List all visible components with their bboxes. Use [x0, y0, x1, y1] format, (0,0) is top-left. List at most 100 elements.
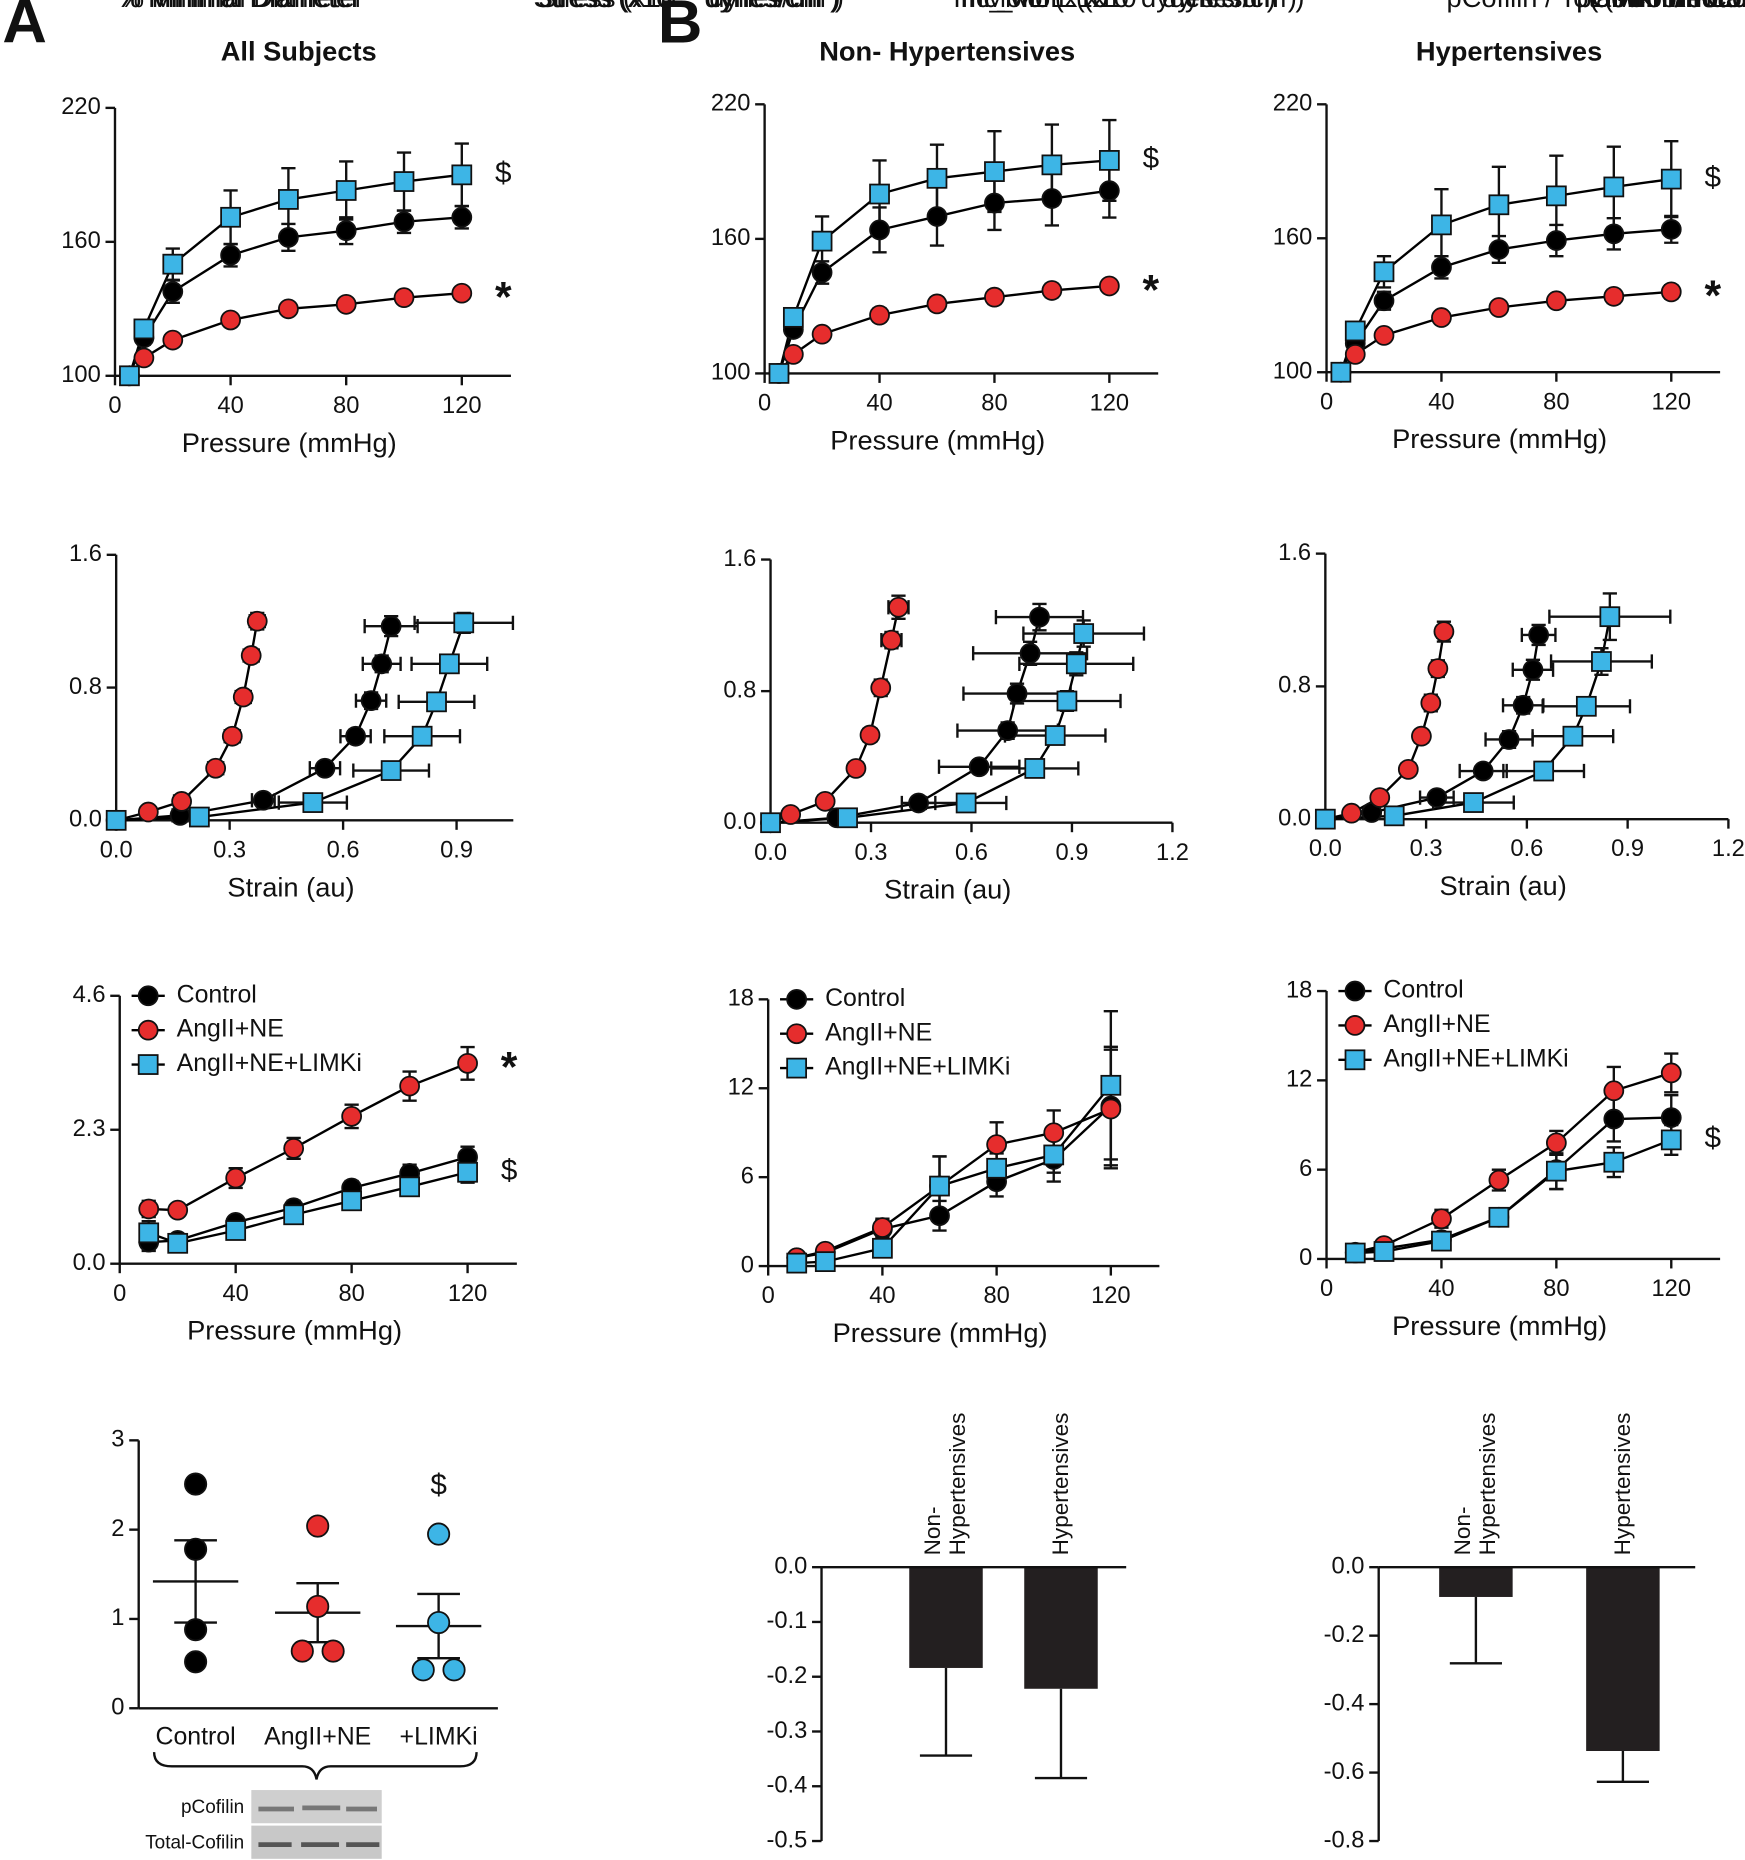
y-tick-label: 0 — [111, 1695, 124, 1721]
data-point — [1512, 694, 1534, 716]
data-point — [1528, 624, 1550, 646]
y-tick-label: 18 — [1286, 977, 1312, 1003]
data-point — [1545, 230, 1567, 251]
data-point — [1660, 1107, 1682, 1128]
x-axis-label: Pressure (mmHg) — [187, 1315, 402, 1346]
data-point — [1660, 1129, 1682, 1151]
data-point — [1522, 659, 1544, 681]
x-axis-label: Strain (au) — [884, 874, 1011, 905]
data-point — [321, 1639, 345, 1663]
data-point — [1006, 683, 1028, 704]
data-point — [1314, 808, 1336, 830]
x-tick-label: 0.3 — [855, 840, 888, 866]
data-point — [1098, 180, 1120, 202]
data-point — [167, 1232, 189, 1254]
data-point — [306, 1514, 330, 1538]
bar — [1586, 1567, 1660, 1752]
data-point — [411, 1658, 435, 1682]
data-point — [881, 629, 902, 651]
x-tick-label: Hypertensives — [1610, 1412, 1636, 1556]
data-point — [360, 690, 382, 712]
y-tick-label: 100 — [1273, 359, 1313, 385]
data-point — [240, 645, 262, 666]
data-point — [1660, 1062, 1682, 1084]
data-point — [439, 653, 460, 675]
y-tick-label: 1.6 — [723, 546, 756, 572]
x-tick-label: 0 — [762, 1283, 775, 1309]
data-point — [955, 792, 977, 814]
data-point — [811, 230, 833, 252]
x-tick-label: 0.6 — [1510, 836, 1543, 862]
x-tick-label: 120 — [442, 393, 482, 419]
series-line — [1325, 616, 1611, 821]
data-point — [1427, 658, 1449, 680]
legend-label: AngII+NE+LIMKi — [825, 1053, 1010, 1081]
data-point — [341, 1190, 363, 1212]
chart-title: Non- Hypertensives — [819, 36, 1075, 67]
data-point — [184, 1618, 208, 1642]
data-point — [189, 806, 210, 828]
x-axis-label: Pressure (mmHg) — [1392, 423, 1607, 454]
data-point — [786, 1252, 808, 1274]
data-point — [1488, 1206, 1510, 1228]
legend-marker — [1344, 1015, 1366, 1036]
legend-marker — [786, 1057, 808, 1079]
data-point — [341, 1105, 363, 1127]
x-tick-label: 0.6 — [955, 840, 988, 866]
data-point — [1073, 623, 1095, 644]
x-tick-label: AngII+NE — [264, 1722, 371, 1750]
panel-label: B — [658, 0, 703, 56]
data-point — [872, 1237, 893, 1259]
data-point — [1024, 758, 1046, 779]
data-point — [1344, 344, 1366, 365]
data-point — [1488, 194, 1510, 216]
data-point — [335, 220, 357, 242]
data-point — [442, 1658, 466, 1682]
y-tick-label: 100 — [61, 362, 101, 388]
data-point — [869, 183, 890, 205]
x-tick-label: Hypertensives — [1048, 1412, 1074, 1556]
data-point — [1431, 1208, 1452, 1230]
data-point — [1426, 787, 1448, 808]
data-point — [1472, 760, 1494, 782]
legend-label: Control — [825, 984, 905, 1012]
data-point — [138, 1198, 160, 1220]
y-tick-label: 0.8 — [723, 677, 756, 703]
data-point — [380, 615, 402, 637]
x-tick-label: 1.2 — [1712, 836, 1745, 862]
data-point — [997, 720, 1019, 741]
data-point — [451, 206, 473, 228]
y-tick-label: -0.2 — [1324, 1622, 1365, 1648]
data-point — [1041, 154, 1063, 176]
x-tick-label: 0 — [108, 393, 121, 419]
y-tick-label: 220 — [61, 94, 101, 120]
x-tick-label: 40 — [1428, 1276, 1454, 1302]
x-tick-label: 0 — [1320, 389, 1333, 415]
data-point — [225, 1220, 247, 1241]
chart-title: Hypertensives — [1416, 36, 1602, 67]
data-point — [926, 167, 948, 189]
data-point — [814, 790, 836, 812]
data-point — [1100, 1098, 1122, 1120]
data-point — [283, 1204, 305, 1226]
data-point — [1397, 758, 1419, 780]
data-point — [1498, 729, 1520, 750]
data-point — [1420, 692, 1442, 714]
data-point — [1545, 185, 1567, 207]
data-point — [205, 757, 227, 779]
data-point — [1660, 281, 1682, 303]
data-point — [811, 262, 833, 283]
x-tick-label: 0.3 — [213, 837, 246, 863]
y-tick-label: -0.5 — [766, 1827, 807, 1853]
data-point — [1383, 805, 1405, 827]
data-point — [1029, 606, 1050, 628]
x-axis-label: Pressure (mmHg) — [182, 427, 397, 458]
y-tick-label: -0.3 — [766, 1718, 807, 1744]
data-point — [457, 1052, 478, 1074]
data-point — [184, 1537, 208, 1561]
data-point — [380, 760, 402, 781]
y-tick-label: 0.0 — [723, 809, 756, 835]
blot-label: Total-Cofilin — [145, 1832, 244, 1853]
data-point — [845, 758, 867, 779]
